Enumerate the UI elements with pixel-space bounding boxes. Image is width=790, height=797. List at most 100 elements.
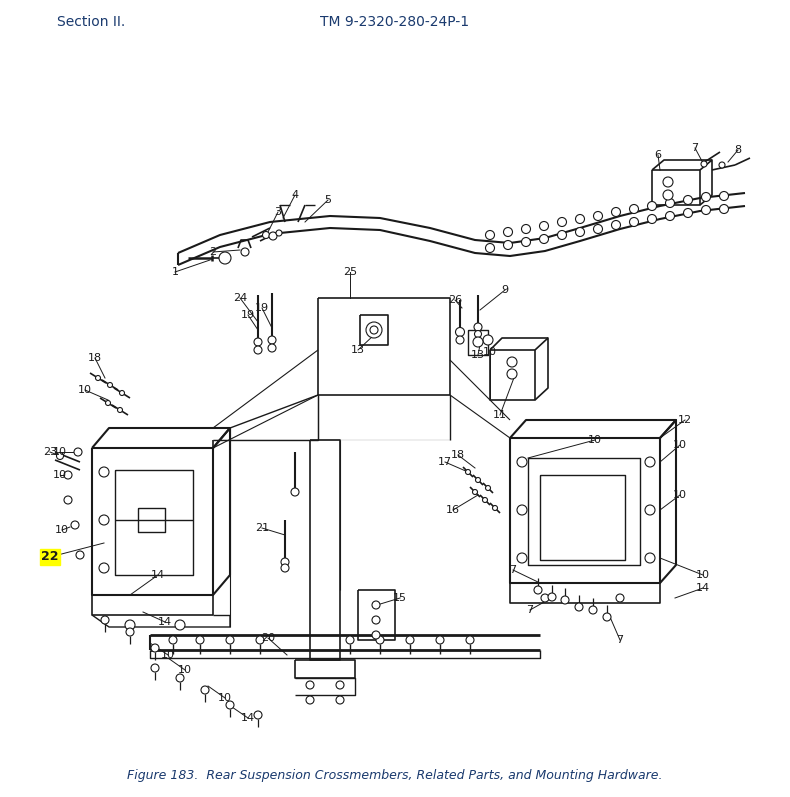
Circle shape [169,636,177,644]
Circle shape [99,515,109,525]
Circle shape [507,357,517,367]
Text: 24: 24 [233,293,247,303]
Text: 4: 4 [292,190,299,200]
Circle shape [406,636,414,644]
Circle shape [611,207,620,217]
Circle shape [456,328,465,336]
Text: 19: 19 [255,303,269,313]
Circle shape [648,214,656,223]
Text: 7: 7 [510,565,517,575]
Text: 19: 19 [241,310,255,320]
Circle shape [64,496,72,504]
Text: 10: 10 [55,525,69,535]
Circle shape [472,489,477,494]
Circle shape [645,457,655,467]
Circle shape [663,177,673,187]
Text: 23: 23 [43,447,57,457]
Text: 14: 14 [696,583,710,593]
Circle shape [575,603,583,611]
Circle shape [306,681,314,689]
Text: TM 9-2320-280-24P-1: TM 9-2320-280-24P-1 [321,15,469,29]
Text: 7: 7 [616,635,623,645]
Circle shape [702,193,710,202]
Circle shape [254,711,262,719]
Circle shape [96,375,100,380]
Circle shape [372,631,380,639]
Text: 16: 16 [446,505,460,515]
Circle shape [64,471,72,479]
Circle shape [99,467,109,477]
Text: 10: 10 [588,435,602,445]
Circle shape [281,558,289,566]
Circle shape [720,191,728,201]
Circle shape [346,636,354,644]
Circle shape [254,346,262,354]
Circle shape [663,190,673,200]
Circle shape [226,636,234,644]
Circle shape [268,336,276,344]
Circle shape [281,564,289,572]
Circle shape [76,551,84,559]
Circle shape [74,448,82,456]
Text: 5: 5 [325,195,332,205]
Text: 1: 1 [171,267,179,277]
Circle shape [683,209,693,218]
Circle shape [106,401,111,406]
Circle shape [372,601,380,609]
Circle shape [702,206,710,214]
Text: 10: 10 [78,385,92,395]
Circle shape [540,234,548,244]
Circle shape [176,674,184,682]
Text: 14: 14 [151,570,165,580]
Text: 18: 18 [88,353,102,363]
Text: 3: 3 [274,207,281,217]
Text: 10: 10 [178,665,192,675]
Text: 10: 10 [53,447,67,457]
Text: 10: 10 [53,470,67,480]
Circle shape [336,681,344,689]
Circle shape [720,205,728,214]
Circle shape [503,241,513,249]
Circle shape [268,344,276,352]
Circle shape [241,248,249,256]
Circle shape [540,222,548,230]
Circle shape [201,686,209,694]
Circle shape [219,252,231,264]
Circle shape [475,331,481,337]
Text: 14: 14 [158,617,172,627]
Circle shape [575,214,585,223]
Text: 9: 9 [502,285,509,295]
Text: 18: 18 [451,450,465,460]
Circle shape [521,238,531,246]
Circle shape [603,613,611,621]
Text: 25: 25 [343,267,357,277]
Text: 26: 26 [448,295,462,305]
Circle shape [436,636,444,644]
Text: 7: 7 [691,143,698,153]
Circle shape [517,457,527,467]
Text: 14: 14 [241,713,255,723]
Circle shape [370,326,378,334]
Circle shape [575,227,585,237]
Circle shape [665,198,675,207]
Circle shape [118,407,122,413]
Circle shape [616,594,624,602]
Circle shape [71,521,79,529]
Circle shape [483,497,487,502]
Text: Figure 183.  Rear Suspension Crossmembers, Related Parts, and Mounting Hardware.: Figure 183. Rear Suspension Crossmembers… [127,768,663,782]
Circle shape [226,701,234,709]
Circle shape [645,553,655,563]
Circle shape [665,211,675,221]
Text: 10: 10 [673,440,687,450]
Circle shape [558,230,566,240]
Text: 2: 2 [209,247,216,257]
Circle shape [101,616,109,624]
Text: 8: 8 [735,145,742,155]
Text: 10: 10 [218,693,232,703]
Circle shape [561,596,569,604]
Text: 17: 17 [438,457,452,467]
Text: 11: 11 [493,410,507,420]
Circle shape [119,391,125,395]
Circle shape [503,227,513,237]
Circle shape [648,202,656,210]
